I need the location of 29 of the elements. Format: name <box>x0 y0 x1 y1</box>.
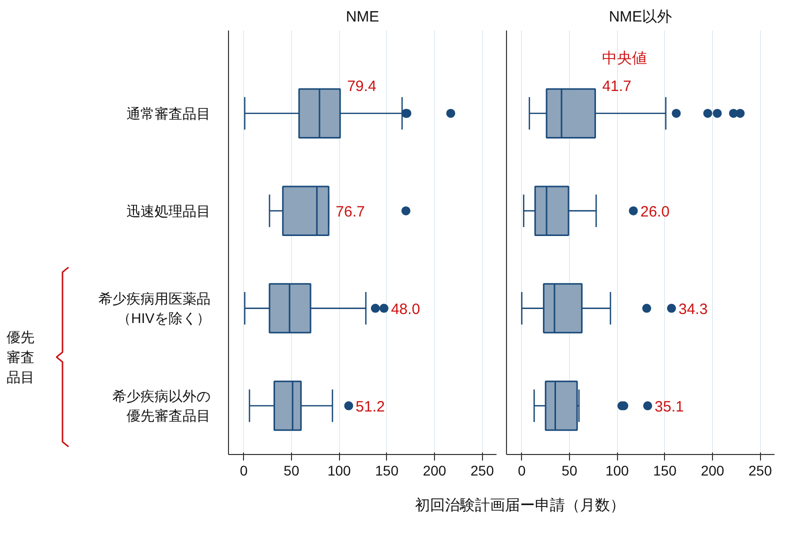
y-tick-label: 迅速処理品目 <box>126 202 210 219</box>
text: 優先審査品目 <box>6 329 34 386</box>
x-tick-label: 50 <box>562 462 578 478</box>
text: 35.1 <box>654 398 684 416</box>
text: 41.7 <box>602 78 632 95</box>
x-tick-label: 150 <box>375 462 399 478</box>
chart-title: NME以外 <box>608 8 672 26</box>
text: 79.4 <box>347 78 376 95</box>
x-tick-label: 0 <box>240 462 248 478</box>
x-tick-label: 200 <box>422 462 446 478</box>
annotation: 中央値 <box>602 50 648 67</box>
y-tick-label: 希少疾病以外の優先審査品目 <box>112 388 210 424</box>
x-tick-label: 200 <box>700 462 724 478</box>
x-tick-label: 100 <box>327 462 352 478</box>
x-tick-label: 150 <box>653 462 677 478</box>
x-axis-title: 初回治験計画届ー申請（月数） <box>415 496 625 516</box>
y-tick-label: 通常審査品目 <box>126 105 210 122</box>
text: 34.3 <box>678 300 708 318</box>
x-tick-label: 0 <box>518 462 526 478</box>
chart-title: NME <box>346 8 380 26</box>
x-tick-label: 250 <box>470 462 494 478</box>
text: 51.2 <box>356 398 385 416</box>
x-tick-label: 250 <box>748 462 772 478</box>
x-tick-label: 50 <box>284 462 300 478</box>
text: 48.0 <box>390 300 420 318</box>
text: 26.0 <box>640 203 670 220</box>
x-tick-label: 100 <box>605 462 630 478</box>
text: 76.7 <box>336 203 365 220</box>
y-tick-label: 希少疾病用医薬品（HIVを除く） <box>98 290 211 326</box>
